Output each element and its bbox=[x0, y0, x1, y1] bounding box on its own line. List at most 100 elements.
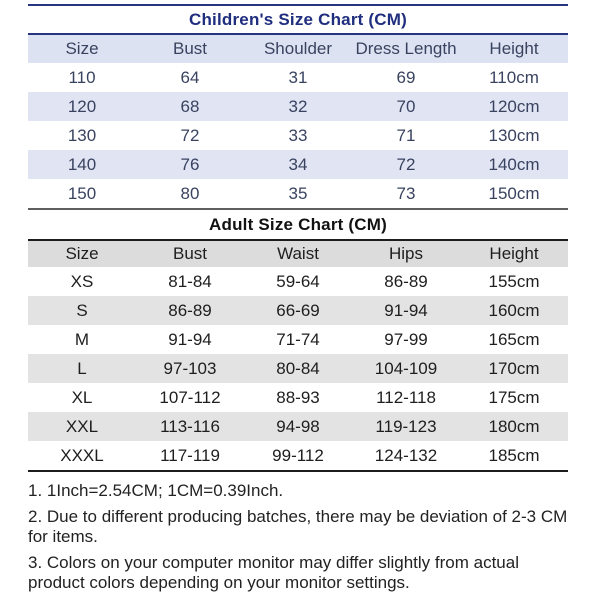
table-row: 150 80 35 73 150cm bbox=[28, 179, 568, 208]
table-cell: 130cm bbox=[488, 126, 540, 145]
table-cell: 97-103 bbox=[163, 359, 217, 378]
header-cell: Waist bbox=[277, 244, 319, 263]
table-cell: L bbox=[77, 359, 87, 378]
adult-table-body: XS 81-84 59-64 86-89 155cm S 86-89 66-69 91-94 16… bbox=[28, 267, 568, 470]
table-cell: 160cm bbox=[488, 301, 540, 320]
table-cell: 91-94 bbox=[168, 330, 212, 349]
table-cell: S bbox=[76, 301, 88, 320]
table-cell: 140cm bbox=[488, 155, 540, 174]
table-cell: 130 bbox=[67, 126, 97, 145]
adult-top-rule bbox=[28, 208, 568, 210]
table-row: XL 107-112 88-93 112-118 175cm bbox=[28, 383, 568, 412]
table-cell: 113-116 bbox=[160, 417, 220, 436]
table-cell: 112-118 bbox=[376, 388, 436, 407]
table-row: L 97-103 80-84 104-109 170cm bbox=[28, 354, 568, 383]
header-cell: Height bbox=[489, 244, 539, 263]
table-cell: M bbox=[74, 330, 90, 349]
table-cell: 66-69 bbox=[276, 301, 320, 320]
note-line: 2. Due to different producing batches, t… bbox=[28, 507, 568, 546]
table-cell: XS bbox=[70, 272, 94, 291]
children-chart-title: Children's Size Chart (CM) bbox=[189, 10, 407, 29]
table-row: 120 68 32 70 120cm bbox=[28, 92, 568, 121]
children-top-rule bbox=[28, 4, 568, 6]
table-cell: 97-99 bbox=[384, 330, 428, 349]
header-cell: Shoulder bbox=[263, 39, 333, 58]
table-row: 130 72 33 71 130cm bbox=[28, 121, 568, 150]
table-cell: 175cm bbox=[488, 388, 540, 407]
table-row: XS 81-84 59-64 86-89 155cm bbox=[28, 267, 568, 296]
header-cell: Hips bbox=[388, 244, 423, 263]
table-cell: 80-84 bbox=[276, 359, 320, 378]
table-cell: 117-119 bbox=[160, 446, 220, 465]
table-cell: 150 bbox=[67, 184, 97, 203]
table-cell: 35 bbox=[288, 184, 308, 203]
header-cell: Bust bbox=[172, 39, 208, 58]
children-size-chart-section: Children's Size Chart (CM) Size Bust Shoul… bbox=[28, 4, 568, 208]
table-cell: 80 bbox=[180, 184, 200, 203]
table-cell: 150cm bbox=[488, 184, 540, 203]
table-cell: 99-112 bbox=[272, 446, 324, 465]
table-cell: 119-123 bbox=[375, 417, 437, 436]
table-row: 110 64 31 69 110cm bbox=[28, 63, 568, 92]
table-cell: XXXL bbox=[60, 446, 104, 465]
table-cell: 120 bbox=[67, 97, 97, 116]
table-cell: 71 bbox=[396, 126, 416, 145]
header-cell: Height bbox=[489, 39, 539, 58]
children-table-body: 110 64 31 69 110cm 120 68 32 70 120cm 130 72 33 71 130… bbox=[28, 63, 568, 208]
table-cell: 86-89 bbox=[168, 301, 212, 320]
table-cell: 33 bbox=[288, 126, 308, 145]
table-row: M 91-94 71-74 97-99 165cm bbox=[28, 325, 568, 354]
table-cell: 110cm bbox=[489, 68, 539, 87]
table-cell: 170cm bbox=[488, 359, 540, 378]
table-cell: XL bbox=[71, 388, 93, 407]
table-cell: 165cm bbox=[488, 330, 540, 349]
table-cell: 73 bbox=[396, 184, 416, 203]
table-cell: 72 bbox=[396, 155, 416, 174]
size-notes: 1. 1Inch=2.54CM; 1CM=0.39Inch. 2. Due to … bbox=[28, 481, 573, 593]
table-cell: 69 bbox=[396, 68, 416, 87]
header-cell: Dress Length bbox=[355, 39, 457, 58]
table-row: XXXL 117-119 99-112 124-132 185cm bbox=[28, 441, 568, 470]
header-cell: Size bbox=[65, 244, 99, 263]
table-cell: 31 bbox=[288, 68, 308, 87]
table-row: XXL 113-116 94-98 119-123 180cm bbox=[28, 412, 568, 441]
table-cell: 124-132 bbox=[374, 446, 438, 465]
table-cell: 86-89 bbox=[384, 272, 428, 291]
header-cell: Bust bbox=[172, 244, 208, 263]
note-line: 1. 1Inch=2.54CM; 1CM=0.39Inch. bbox=[28, 481, 284, 500]
table-cell: 185cm bbox=[488, 446, 540, 465]
adult-size-chart-section: Adult Size Chart (CM) Size Bust Waist Hips H… bbox=[28, 208, 568, 472]
adult-bottom-rule bbox=[28, 470, 568, 472]
table-cell: XXL bbox=[65, 417, 99, 436]
table-cell: 110 bbox=[68, 68, 96, 87]
table-cell: 32 bbox=[288, 97, 308, 116]
table-row: 140 76 34 72 140cm bbox=[28, 150, 568, 179]
table-cell: 94-98 bbox=[276, 417, 320, 436]
table-cell: 72 bbox=[180, 126, 200, 145]
table-cell: 120cm bbox=[488, 97, 540, 116]
table-row: S 86-89 66-69 91-94 160cm bbox=[28, 296, 568, 325]
table-cell: 140 bbox=[67, 155, 97, 174]
table-cell: 34 bbox=[288, 155, 308, 174]
size-chart-content: Children's Size Chart (CM) Size Bust Shoul… bbox=[28, 0, 568, 593]
table-cell: 76 bbox=[180, 155, 200, 174]
table-cell: 59-64 bbox=[276, 272, 320, 291]
table-cell: 71-74 bbox=[276, 330, 320, 349]
header-cell: Size bbox=[65, 39, 99, 58]
table-cell: 70 bbox=[396, 97, 416, 116]
adult-chart-title: Adult Size Chart (CM) bbox=[209, 215, 387, 234]
table-cell: 81-84 bbox=[168, 272, 212, 291]
adult-header-row: Size Bust Waist Hips Height bbox=[28, 241, 568, 267]
children-header-row: Size Bust Shoulder Dress Length Height bbox=[28, 35, 568, 63]
table-cell: 104-109 bbox=[374, 359, 438, 378]
children-title-rule bbox=[28, 33, 568, 35]
table-cell: 107-112 bbox=[159, 388, 221, 407]
table-cell: 155cm bbox=[488, 272, 540, 291]
adult-title-rule bbox=[28, 239, 568, 241]
table-cell: 64 bbox=[180, 68, 200, 87]
note-line: 3. Colors on your computer monitor may d… bbox=[28, 553, 519, 592]
table-cell: 88-93 bbox=[276, 388, 320, 407]
table-cell: 180cm bbox=[488, 417, 540, 436]
table-cell: 68 bbox=[180, 97, 200, 116]
